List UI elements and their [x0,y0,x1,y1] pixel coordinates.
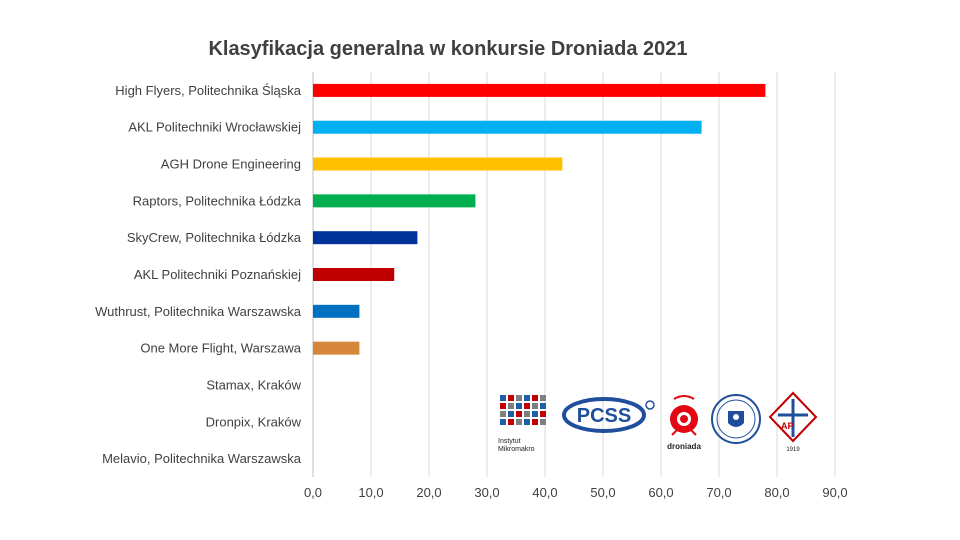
university-seal-icon [711,394,761,444]
x-tick-label: 50,0 [590,485,615,500]
mikromakro-logo: Instytut Mikromakro [498,393,558,453]
x-tick-label: 20,0 [416,485,441,500]
mikromakro-cell [508,411,514,417]
mikromakro-cell [540,411,546,417]
x-tick-label: 60,0 [648,485,673,500]
mikromakro-cell [524,411,530,417]
x-tick-label: 40,0 [532,485,557,500]
category-label: Melavio, Politechnika Warszawska [102,451,302,466]
mikromakro-cell [500,419,506,425]
mikromakro-grid-icon [500,395,546,425]
mikromakro-cell [500,395,506,401]
x-tick-label: 30,0 [474,485,499,500]
mikromakro-cell [500,403,506,409]
bar [313,194,476,208]
category-label: AGH Drone Engineering [161,157,301,172]
category-label: Stamax, Kraków [206,377,301,392]
mikromakro-cell [540,395,546,401]
pcss-logo: PCSS [560,393,656,437]
mikromakro-cell [516,403,522,409]
bars [313,83,766,355]
pcss-emblem-icon: PCSS [562,397,655,433]
university-seal-logo [710,393,762,445]
category-label: Wuthrust, Politechnika Warszawska [95,304,302,319]
mikromakro-label-2: Mikromakro [498,446,535,453]
category-label: One More Flight, Warszawa [140,341,301,356]
ap-logo: AP 1919 [768,391,818,453]
mikromakro-cell [540,419,546,425]
x-tick-label: 70,0 [706,485,731,500]
bar [313,157,563,171]
pcss-text: PCSS [577,405,631,427]
ap-emblem-icon: AP 1919 [768,391,818,453]
bar [313,231,418,245]
mikromakro-cell [532,403,538,409]
ap-letter-a: AP [781,421,794,431]
category-label: High Flyers, Politechnika Śląska [115,83,301,98]
droniada-drone-icon [670,395,698,436]
mikromakro-label-1: Instytut [498,438,521,445]
category-label: Raptors, Politechnika Łódzka [133,193,302,208]
mikromakro-cell [508,419,514,425]
bar [313,120,702,134]
mikromakro-cell [500,411,506,417]
category-label: AKL Politechniki Poznańskiej [134,267,301,282]
mikromakro-cell [508,395,514,401]
ap-year: 1919 [786,447,800,453]
mikromakro-cell [524,395,530,401]
category-labels: High Flyers, Politechnika Śląska AKL Poli… [95,83,302,466]
bar [313,83,766,97]
mikromakro-cell [508,403,514,409]
mikromakro-cell [524,419,530,425]
droniada-text: droniada [667,442,701,451]
category-label: SkyCrew, Politechnika Łódzka [127,230,302,245]
bar [313,268,395,281]
mikromakro-cell [540,403,546,409]
mikromakro-cell [516,395,522,401]
mikromakro-cell [516,419,522,425]
x-tick-label: 80,0 [764,485,789,500]
bar [313,304,360,318]
mikromakro-cell [532,411,538,417]
droniada-logo: droniada [662,391,706,451]
sponsor-logos: Instytut Mikromakro PCSS droniada [490,385,820,455]
mikromakro-cell [532,395,538,401]
x-tick-labels: 0,0 10,0 20,0 30,0 40,0 50,0 60,0 70,0 80,0 90,0 [304,485,848,500]
bar [313,341,360,355]
category-label: Dronpix, Kraków [206,414,302,429]
mikromakro-cell [532,419,538,425]
chart-title: Klasyfikacja generalna w konkursie Droni… [208,38,688,60]
x-tick-label: 0,0 [304,485,322,500]
mikromakro-cell [524,403,530,409]
mikromakro-cell [516,411,522,417]
x-tick-label: 10,0 [358,485,383,500]
category-label: AKL Politechniki Wrocławskiej [128,120,301,135]
x-tick-label: 90,0 [822,485,847,500]
